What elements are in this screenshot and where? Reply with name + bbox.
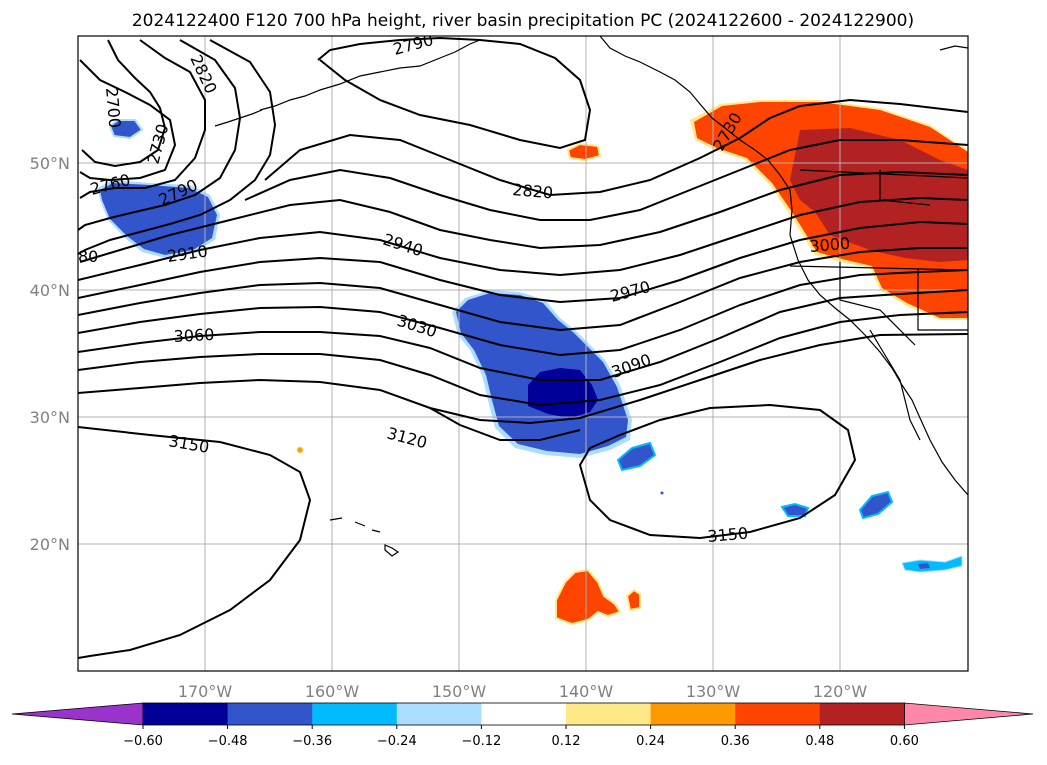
lon-label: 140°W — [559, 682, 614, 701]
lon-label: 150°W — [432, 682, 487, 701]
colorbar-extend-min — [11, 702, 144, 726]
colorbar-tick-label: −0.36 — [292, 734, 332, 749]
colorbar-frame — [142, 702, 905, 726]
colorbar-tick-label: −0.24 — [377, 734, 417, 749]
lon-labels: 170°W 160°W 150°W 140°W 130°W 120°W — [178, 682, 868, 701]
contour-low-center-west — [81, 39, 167, 168]
height-contours — [78, 36, 968, 659]
positive-anomaly-south-small — [625, 588, 641, 612]
baja-coast — [869, 329, 921, 441]
colorbar-segment — [566, 703, 652, 725]
colorbar-segment — [819, 703, 905, 725]
map-frame — [77, 35, 969, 672]
negative-anomaly-east-4 — [901, 555, 963, 573]
contour-3120 — [78, 426, 312, 659]
alaska-coast — [259, 39, 481, 111]
colorbar-segment — [481, 703, 567, 725]
hawaii — [329, 517, 400, 557]
positive-anomaly-south — [555, 568, 622, 626]
map-panel: 2820 2790 2700 2730 2760 2790 80 2910 28… — [78, 36, 968, 671]
contour-label: 3060 — [173, 325, 215, 346]
coastlines — [214, 36, 968, 557]
colorbar-tick-label: −0.60 — [123, 734, 163, 749]
lat-label: 50°N — [30, 154, 70, 173]
lat-label: 40°N — [30, 281, 70, 300]
contour-3090 — [78, 333, 968, 425]
contour-2820 — [264, 98, 968, 197]
colorbar-segment — [227, 703, 313, 725]
negative-anomaly-west-inner — [100, 183, 217, 255]
colorbar: −0.60 −0.48 −0.36 −0.24 −0.12 0.12 0.24 0.36 0.4… — [11, 702, 1034, 749]
colorbar-tick-label: 0.48 — [805, 734, 834, 749]
lat-labels: 50°N 40°N 30°N 20°N — [30, 154, 70, 554]
contour-label: 3000 — [809, 234, 851, 256]
lat-label: 20°N — [30, 535, 70, 554]
negative-anomaly-northwest — [108, 119, 144, 140]
contour-2970 — [78, 247, 968, 332]
negative-anomaly-east-4-inner — [918, 563, 930, 569]
contour-2820-west — [78, 39, 277, 255]
precip-shading — [98, 100, 968, 626]
contour-label: 2820 — [512, 180, 554, 202]
colorbar-tick-label: −0.12 — [461, 734, 501, 749]
state-border-1 — [789, 265, 968, 271]
contour-3120-north — [429, 407, 581, 441]
lat-label: 30°N — [30, 408, 70, 427]
state-border-2 — [839, 262, 916, 346]
contour-2730 — [79, 59, 177, 182]
gulf-of-alaska-coast — [599, 36, 968, 496]
contour-3000 — [78, 269, 968, 357]
contour-2880 — [79, 170, 968, 263]
lon-label: 160°W — [305, 682, 360, 701]
contour-3030 — [78, 289, 968, 381]
lon-label: 120°W — [813, 682, 868, 701]
colorbar-tick-label: 0.60 — [890, 734, 919, 749]
negative-anomaly-east-1 — [616, 441, 657, 472]
colorbar-tick-label: 0.12 — [552, 734, 581, 749]
lon-label: 130°W — [686, 682, 741, 701]
strong-positive-anomaly — [790, 128, 968, 262]
kamchatka-coast — [939, 45, 968, 51]
contour-label: 80 — [78, 247, 98, 266]
contour-3150-south — [578, 403, 857, 540]
colorbar-segment — [396, 703, 482, 725]
contour-2790-north — [317, 36, 592, 150]
colorbar-segment — [735, 703, 821, 725]
colorbar-segment — [143, 703, 229, 725]
contour-2760 — [79, 39, 206, 199]
colorbar-extend-max — [904, 702, 1034, 726]
colorbar-tick-label: 0.24 — [636, 734, 665, 749]
canada-us-border — [799, 169, 968, 179]
map-title: 2024122400 F120 700 hPa height, river ba… — [132, 11, 914, 31]
state-border-3 — [917, 268, 968, 331]
colorbar-segment — [650, 703, 736, 725]
lon-label: 170°W — [178, 682, 233, 701]
contour-label: 2700 — [102, 87, 124, 129]
contour-2940 — [78, 220, 968, 304]
negative-anomaly-dot — [660, 491, 664, 495]
contour-3060 — [78, 311, 968, 407]
contour-2910 — [78, 196, 968, 281]
colorbar-segment — [312, 703, 398, 725]
negative-anomaly-east-2 — [780, 502, 810, 517]
colorbar-tick-label: −0.48 — [208, 734, 248, 749]
contour-label: 3150 — [707, 524, 749, 546]
small-positive-anomaly-gulf — [566, 142, 602, 162]
negative-anomaly-east-3 — [858, 490, 894, 520]
contour-2850 — [244, 139, 968, 221]
colorbar-tick-label: 0.36 — [721, 734, 750, 749]
positive-anomaly-dot — [296, 446, 304, 454]
contour-2790-west — [78, 39, 242, 231]
